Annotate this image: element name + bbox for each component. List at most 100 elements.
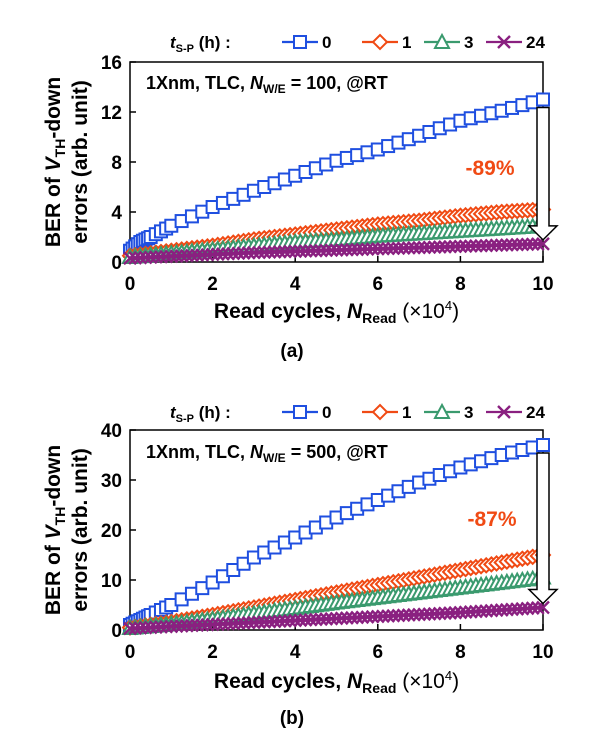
data-point [216,617,230,631]
x-axis-label: Read cycles, NRead (×104) [214,298,459,326]
legend-marker [433,32,451,49]
legend-entry-3: 3 [424,32,473,52]
data-point [417,240,432,255]
y-tick-label: 40 [101,421,122,442]
y-tick-label: 4 [111,203,122,224]
data-point [334,611,349,626]
data-point [278,614,292,628]
data-point [360,610,375,624]
legend-entry-24: 24 [486,403,545,422]
data-point [432,240,447,254]
data-point [293,244,308,259]
data-point [515,237,530,252]
data-point [412,240,426,255]
legend-marker [497,405,511,419]
data-point [283,613,297,628]
data-point [360,242,375,257]
data-point [143,250,158,265]
data-point [448,605,463,620]
data-point [272,244,287,259]
data-point [474,238,488,253]
data-point [241,246,256,260]
data-point [205,617,220,632]
data-point [412,607,426,622]
data-point [123,251,137,266]
data-point [463,239,478,253]
data-point [329,611,344,626]
legend-marker [293,35,307,49]
data-point [427,606,442,621]
x-tick-label: 0 [125,642,136,663]
data-point [200,617,215,632]
data-point [484,603,499,618]
data-point [386,241,401,256]
series-24 [123,237,550,266]
data-point [159,249,173,264]
data-point [505,237,519,252]
data-point [319,243,334,258]
data-point [355,242,370,257]
data-point [262,245,277,260]
data-point [376,241,390,256]
data-point [231,246,246,261]
legend-title: tS-P (h) : [170,403,231,425]
data-point [458,605,473,620]
data-point [288,613,303,628]
data-point [221,246,235,261]
legend-label: 3 [464,403,473,422]
x-tick-label: 8 [455,642,466,663]
data-point [148,250,163,264]
data-point [309,243,323,258]
data-point [190,618,204,633]
series-24 [123,600,550,636]
data-point [283,244,297,259]
data-point [339,242,354,257]
data-point [216,247,230,261]
data-point [489,603,504,618]
y-axis-label-line1: BER of VTH-down [42,445,68,615]
data-point [355,610,370,625]
data-point [396,241,411,255]
legend-label: 3 [464,33,473,52]
legend-label: 0 [322,33,331,52]
data-point [185,248,199,263]
data-point [247,615,261,630]
data-point [401,241,416,255]
legend-marker [497,35,511,49]
data-point [536,438,550,452]
x-tick-label: 0 [125,274,136,295]
data-point [536,600,550,615]
data-point [205,247,220,262]
reduction-arrow [527,452,559,605]
data-point [536,92,550,107]
data-point [179,248,194,263]
data-point [365,242,380,256]
y-tick-label: 0 [111,621,122,642]
legend: tS-P (h) : 0 1 3 24 [170,402,545,425]
y-tick-label: 8 [111,153,122,174]
y-tick-label: 0 [111,253,122,274]
data-point [262,614,277,629]
data-point [257,245,272,260]
data-point [391,241,406,256]
data-point [288,244,303,259]
data-point [469,604,483,619]
legend-entry-1: 1 [362,403,411,422]
data-point [484,238,499,253]
condition-annotation: 1Xnm, TLC, NW/E = 100, @RT [146,73,388,96]
legend-marker [293,405,307,419]
y-tick-label: 30 [101,471,122,492]
legend-marker [371,403,389,421]
data-point [520,237,535,252]
data-point [309,612,323,627]
y-tick-label: 20 [101,521,122,542]
legend-entry-24: 24 [486,33,545,52]
data-point [128,621,143,636]
x-tick-label: 6 [373,642,384,663]
data-point [236,246,251,260]
data-point [200,247,215,262]
data-point [298,244,313,258]
